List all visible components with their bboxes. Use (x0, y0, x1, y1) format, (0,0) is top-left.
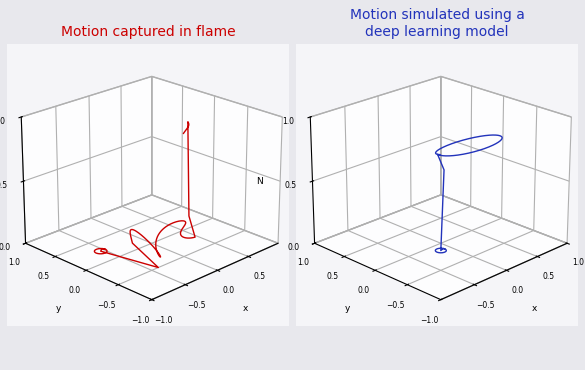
X-axis label: x: x (243, 304, 248, 313)
Y-axis label: y: y (55, 304, 61, 313)
X-axis label: x: x (532, 304, 538, 313)
Y-axis label: y: y (345, 304, 350, 313)
Title: Motion simulated using a
deep learning model: Motion simulated using a deep learning m… (350, 9, 524, 38)
Title: Motion captured in flame: Motion captured in flame (61, 25, 235, 38)
